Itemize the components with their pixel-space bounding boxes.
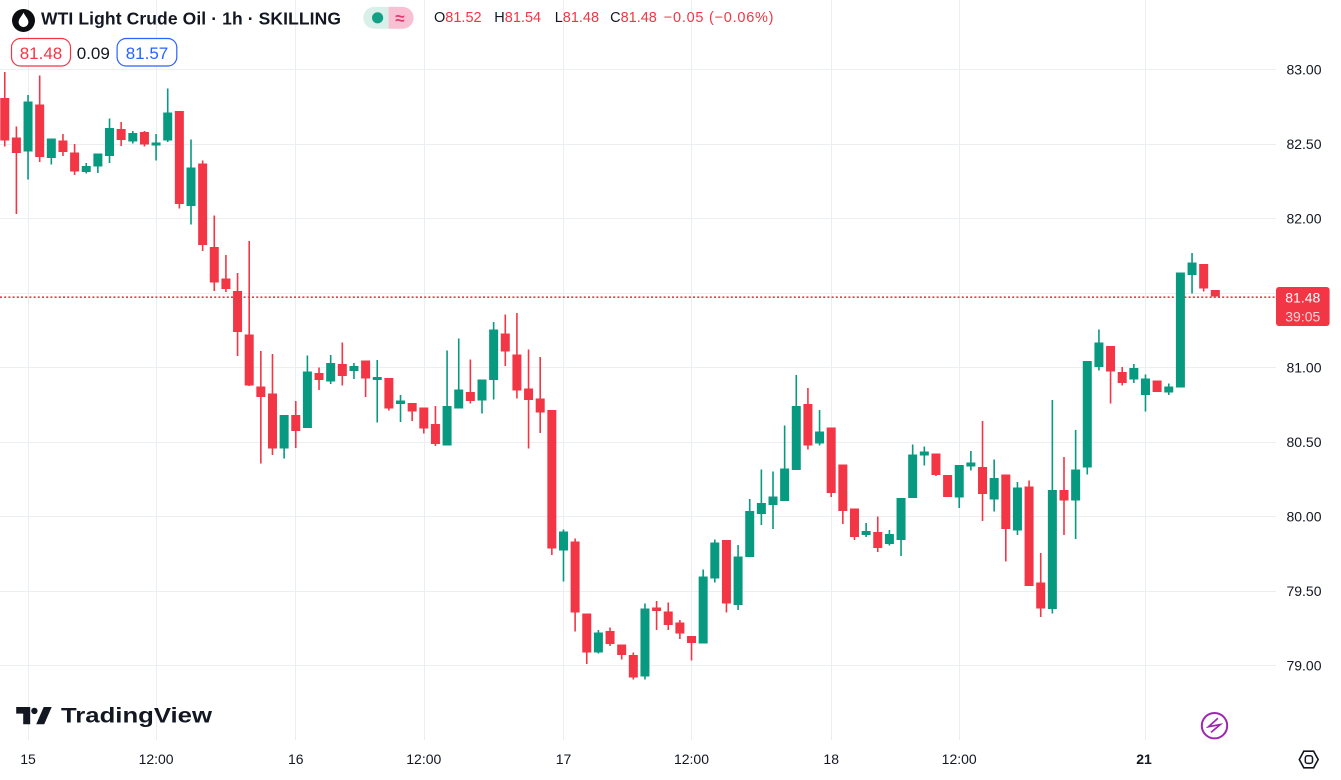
svg-text:39:05: 39:05 [1285, 308, 1320, 324]
svg-text:81.48: 81.48 [20, 44, 63, 63]
svg-text:81.00: 81.00 [1286, 359, 1321, 375]
svg-text:17: 17 [556, 751, 572, 767]
svg-text:12:00: 12:00 [942, 751, 977, 767]
svg-text:82.50: 82.50 [1286, 136, 1321, 152]
svg-text:81.48: 81.48 [1285, 289, 1320, 305]
svg-text:79.50: 79.50 [1286, 583, 1321, 599]
svg-text:O81.52: O81.52 [434, 10, 482, 26]
svg-text:TradingView: TradingView [61, 705, 213, 728]
svg-text:79.00: 79.00 [1286, 657, 1321, 673]
svg-text:WTI Light Crude Oil · 1h · SKI: WTI Light Crude Oil · 1h · SKILLING [41, 8, 341, 28]
svg-text:80.50: 80.50 [1286, 434, 1321, 450]
svg-text:12:00: 12:00 [406, 751, 441, 767]
svg-text:21: 21 [1136, 751, 1152, 767]
svg-text:80.00: 80.00 [1286, 508, 1321, 524]
svg-text:82.00: 82.00 [1286, 210, 1321, 226]
svg-text:18: 18 [823, 751, 839, 767]
svg-text:≈: ≈ [395, 9, 404, 28]
svg-text:0.09: 0.09 [77, 44, 110, 63]
svg-text:15: 15 [20, 751, 36, 767]
svg-text:81.57: 81.57 [126, 44, 169, 63]
svg-text:H81.54: H81.54 [494, 10, 541, 26]
svg-text:16: 16 [288, 751, 304, 767]
svg-text:83.00: 83.00 [1286, 61, 1321, 77]
svg-text:C81.48: C81.48 [610, 10, 657, 26]
svg-text:L81.48: L81.48 [555, 10, 599, 26]
svg-text:−0.05 (−0.06%): −0.05 (−0.06%) [664, 10, 774, 26]
svg-text:12:00: 12:00 [674, 751, 709, 767]
svg-text:12:00: 12:00 [139, 751, 174, 767]
